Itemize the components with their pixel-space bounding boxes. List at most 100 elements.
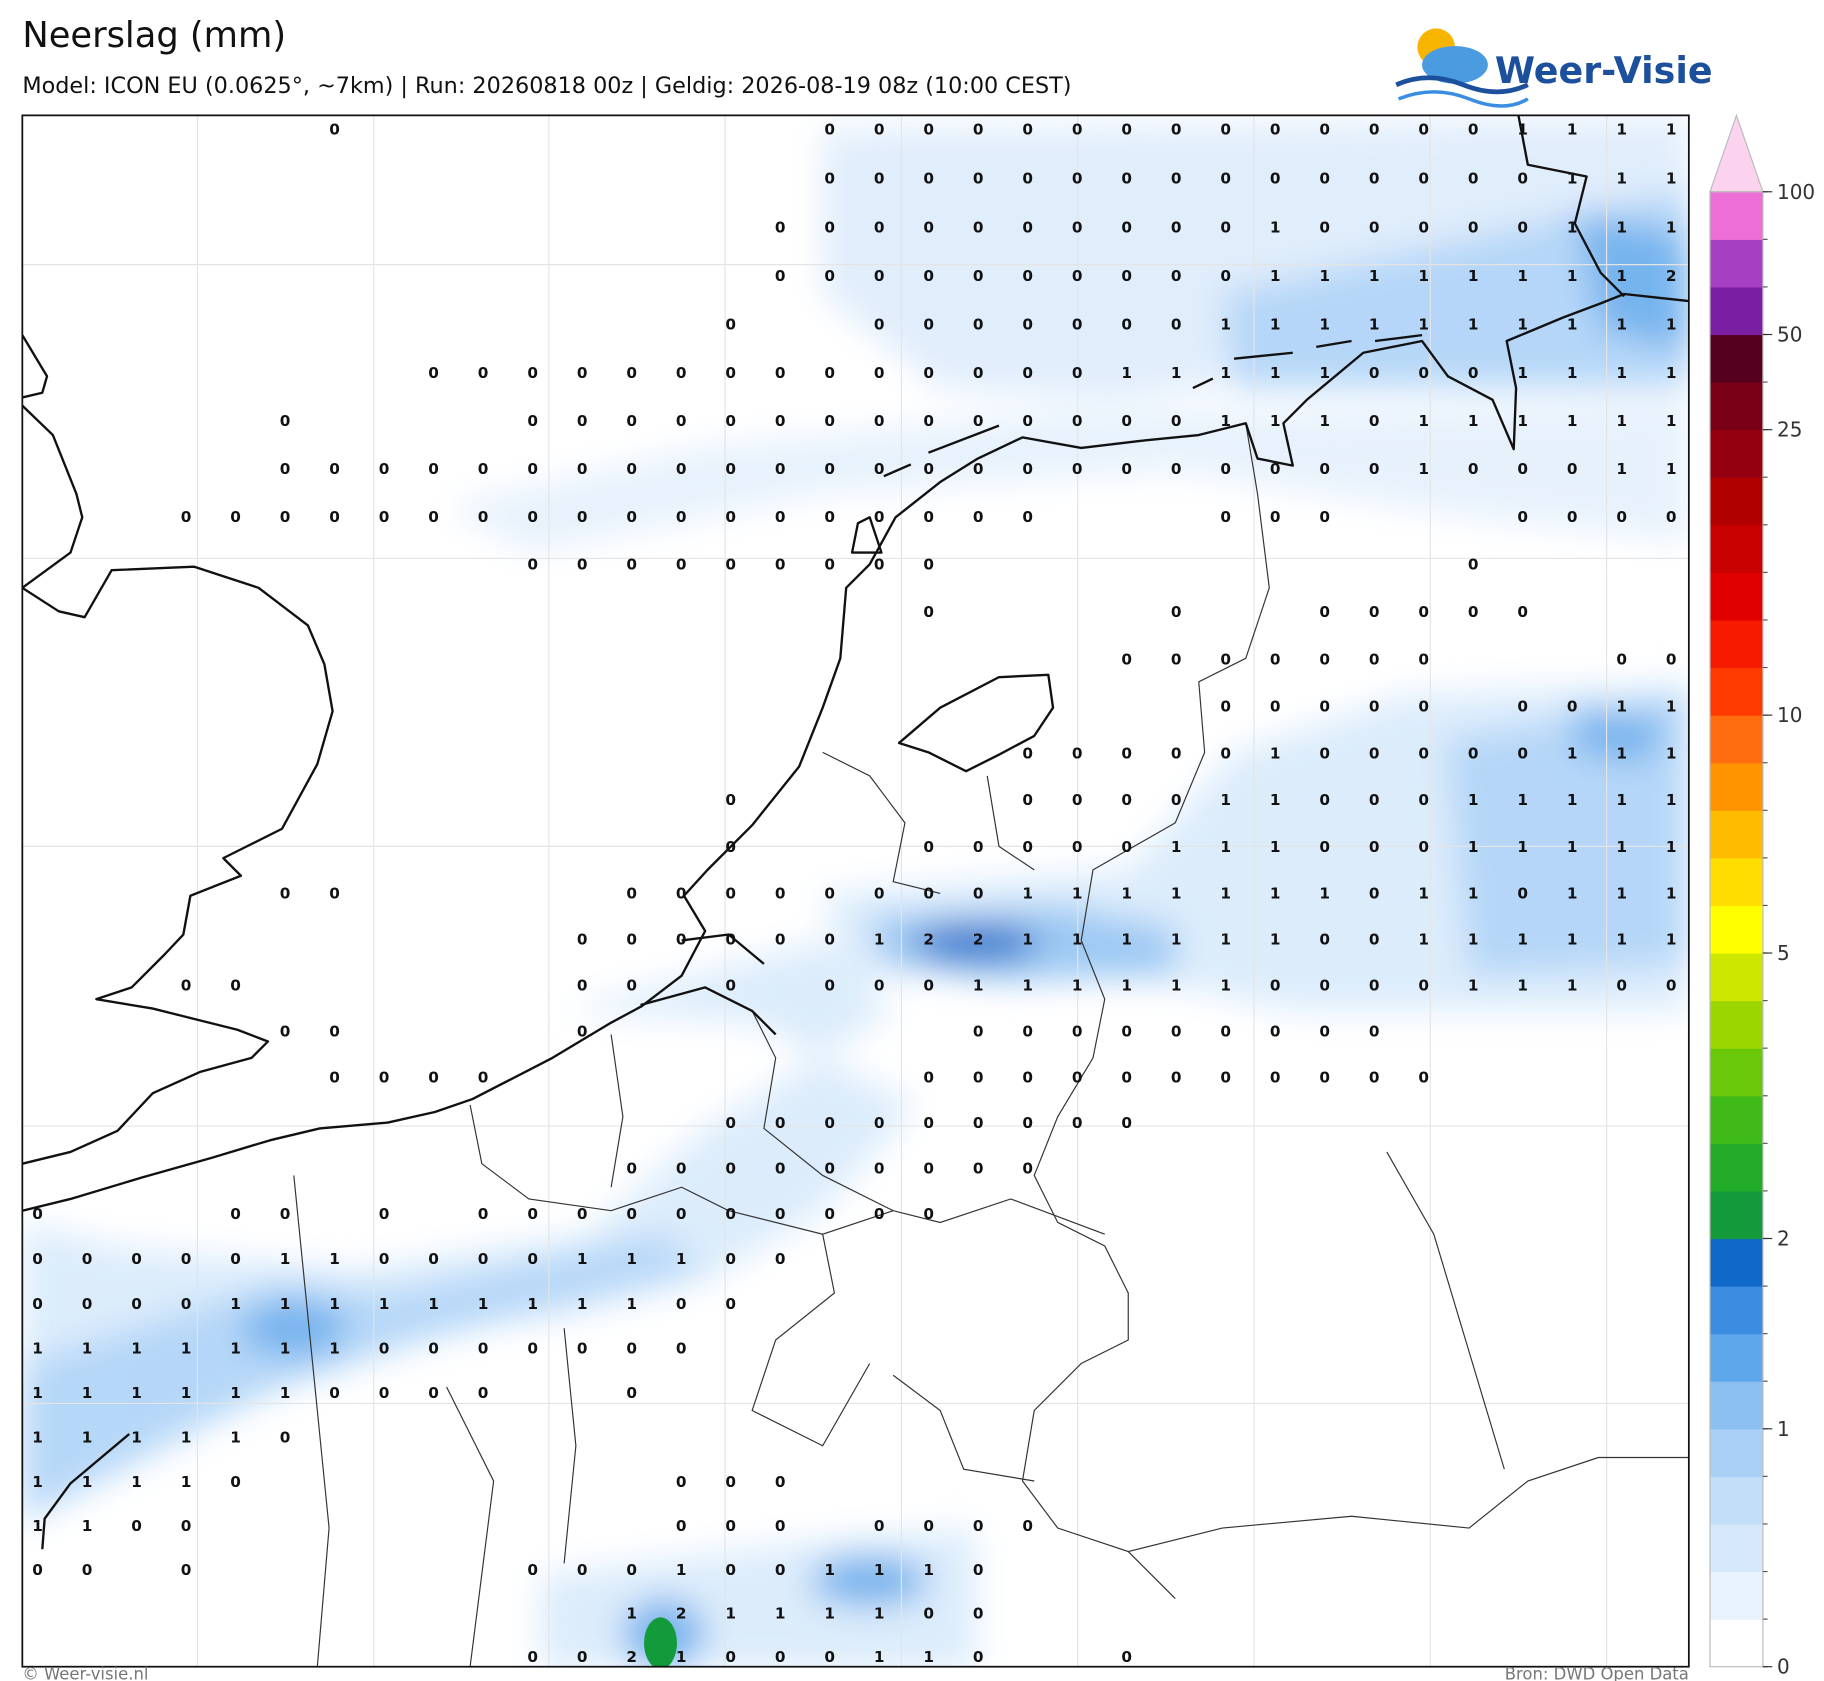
value-label: 1 — [1666, 791, 1677, 809]
value-label: 0 — [1369, 1023, 1380, 1041]
value-label: 0 — [131, 1517, 142, 1535]
value-label: 0 — [577, 1648, 588, 1666]
value-label: 1 — [478, 1295, 489, 1313]
value-label: 0 — [1121, 316, 1132, 334]
value-label: 0 — [1220, 1068, 1231, 1086]
logo-cloud — [1422, 46, 1488, 84]
value-label: 1 — [1121, 884, 1132, 902]
value-label: 0 — [1220, 744, 1231, 762]
value-label: 0 — [1220, 697, 1231, 715]
colorbar-segment — [1710, 191, 1763, 240]
colorbar-segment — [1710, 1619, 1763, 1668]
value-label: 0 — [329, 1384, 340, 1402]
value-label: 2 — [1666, 267, 1677, 285]
value-label: 0 — [1369, 650, 1380, 668]
value-label: 0 — [1072, 1068, 1083, 1086]
value-label: 0 — [775, 1473, 786, 1491]
value-label: 0 — [1468, 603, 1479, 621]
value-label: 1 — [230, 1295, 241, 1313]
value-label: 0 — [577, 1340, 588, 1358]
value-label: 0 — [725, 1160, 736, 1178]
value-label: 0 — [1616, 508, 1627, 526]
value-label: 1 — [1220, 838, 1231, 856]
value-label: 0 — [874, 169, 885, 187]
value-label: 0 — [1468, 555, 1479, 573]
value-label: 0 — [1171, 1068, 1182, 1086]
value-label: 0 — [725, 1473, 736, 1491]
value-label: 0 — [676, 1205, 687, 1223]
value-label: 1 — [1418, 884, 1429, 902]
value-label: 1 — [1270, 791, 1281, 809]
value-label: 1 — [1171, 364, 1182, 382]
value-label: 1 — [1567, 316, 1578, 334]
value-label: 0 — [874, 977, 885, 995]
value-label: 0 — [1171, 460, 1182, 478]
logo-wave — [1397, 90, 1529, 108]
value-label: 0 — [1022, 1023, 1033, 1041]
value-label: 0 — [874, 316, 885, 334]
value-label: 0 — [1121, 1114, 1132, 1132]
value-label: 0 — [626, 460, 637, 478]
value-label: 1 — [577, 1295, 588, 1313]
value-label: 0 — [577, 364, 588, 382]
value-label: 0 — [1072, 169, 1083, 187]
value-label: 0 — [230, 1250, 241, 1268]
colorbar-segment — [1710, 524, 1763, 573]
value-label: 0 — [1171, 650, 1182, 668]
value-label: 0 — [1369, 697, 1380, 715]
value-label: 0 — [775, 1114, 786, 1132]
value-label: 0 — [527, 1648, 538, 1666]
value-label: 0 — [1418, 744, 1429, 762]
value-label: 0 — [329, 1068, 340, 1086]
value-label: 0 — [280, 1023, 291, 1041]
value-label: 1 — [1220, 364, 1231, 382]
value-label: 0 — [181, 508, 192, 526]
value-label: 0 — [1468, 460, 1479, 478]
value-label: 0 — [824, 931, 835, 949]
value-label: 0 — [923, 460, 934, 478]
value-label: 0 — [874, 412, 885, 430]
value-label: 0 — [923, 1517, 934, 1535]
value-label: 1 — [1517, 791, 1528, 809]
value-label: 0 — [725, 1205, 736, 1223]
value-label: 1 — [82, 1517, 93, 1535]
colorbar-tick-label: 100 — [1777, 180, 1815, 204]
value-label: 0 — [874, 1517, 885, 1535]
value-label: 1 — [82, 1429, 93, 1447]
value-label: 0 — [1319, 1023, 1330, 1041]
value-label: 1 — [1418, 460, 1429, 478]
value-label: 0 — [775, 1160, 786, 1178]
value-label: 0 — [1171, 120, 1182, 138]
colorbar-segment — [1710, 1000, 1763, 1049]
value-label: 0 — [181, 1250, 192, 1268]
value-label: 0 — [725, 838, 736, 856]
colorbar-segment — [1710, 1333, 1763, 1382]
value-label: 0 — [230, 1473, 241, 1491]
colorbar-segment — [1710, 477, 1763, 526]
value-label: 0 — [1121, 120, 1132, 138]
value-label: 0 — [775, 218, 786, 236]
value-label: 1 — [923, 1648, 934, 1666]
value-label: 0 — [626, 412, 637, 430]
value-label: 0 — [1666, 508, 1677, 526]
value-label: 1 — [1220, 412, 1231, 430]
value-label: 0 — [1270, 650, 1281, 668]
value-label: 0 — [973, 316, 984, 334]
value-label: 0 — [973, 1023, 984, 1041]
value-label: 0 — [527, 508, 538, 526]
value-label: 1 — [1319, 412, 1330, 430]
value-label: 1 — [1616, 412, 1627, 430]
value-label: 0 — [379, 508, 390, 526]
value-label: 0 — [775, 1205, 786, 1223]
logo: Weer-Visie — [1395, 28, 1713, 108]
value-label: 0 — [1319, 218, 1330, 236]
value-label: 0 — [725, 791, 736, 809]
value-label: 1 — [1666, 744, 1677, 762]
value-label: 0 — [527, 460, 538, 478]
value-label: 0 — [725, 1250, 736, 1268]
value-label: 0 — [626, 508, 637, 526]
value-label: 1 — [1270, 364, 1281, 382]
colorbar-tick-label: 5 — [1777, 941, 1790, 965]
logo-text: Weer-Visie — [1495, 49, 1713, 92]
value-label: 0 — [1072, 364, 1083, 382]
